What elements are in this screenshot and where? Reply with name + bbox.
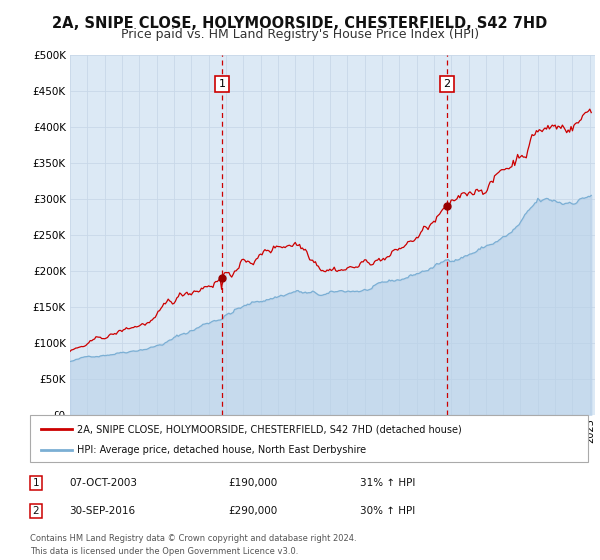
Text: 30% ↑ HPI: 30% ↑ HPI	[360, 506, 415, 516]
Text: 2A, SNIPE CLOSE, HOLYMOORSIDE, CHESTERFIELD, S42 7HD: 2A, SNIPE CLOSE, HOLYMOORSIDE, CHESTERFI…	[52, 16, 548, 31]
Text: 1: 1	[218, 79, 226, 89]
Text: 2A, SNIPE CLOSE, HOLYMOORSIDE, CHESTERFIELD, S42 7HD (detached house): 2A, SNIPE CLOSE, HOLYMOORSIDE, CHESTERFI…	[77, 424, 462, 434]
Text: 07-OCT-2003: 07-OCT-2003	[69, 478, 137, 488]
Text: 2: 2	[32, 506, 40, 516]
Text: 1: 1	[32, 478, 40, 488]
Text: HPI: Average price, detached house, North East Derbyshire: HPI: Average price, detached house, Nort…	[77, 445, 367, 455]
Text: 31% ↑ HPI: 31% ↑ HPI	[360, 478, 415, 488]
FancyBboxPatch shape	[30, 415, 588, 462]
Text: £290,000: £290,000	[228, 506, 277, 516]
Text: Price paid vs. HM Land Registry's House Price Index (HPI): Price paid vs. HM Land Registry's House …	[121, 28, 479, 41]
Text: 2: 2	[443, 79, 451, 89]
Text: Contains HM Land Registry data © Crown copyright and database right 2024.: Contains HM Land Registry data © Crown c…	[30, 534, 356, 543]
Text: £190,000: £190,000	[228, 478, 277, 488]
Text: This data is licensed under the Open Government Licence v3.0.: This data is licensed under the Open Gov…	[30, 547, 298, 556]
Text: 30-SEP-2016: 30-SEP-2016	[69, 506, 135, 516]
